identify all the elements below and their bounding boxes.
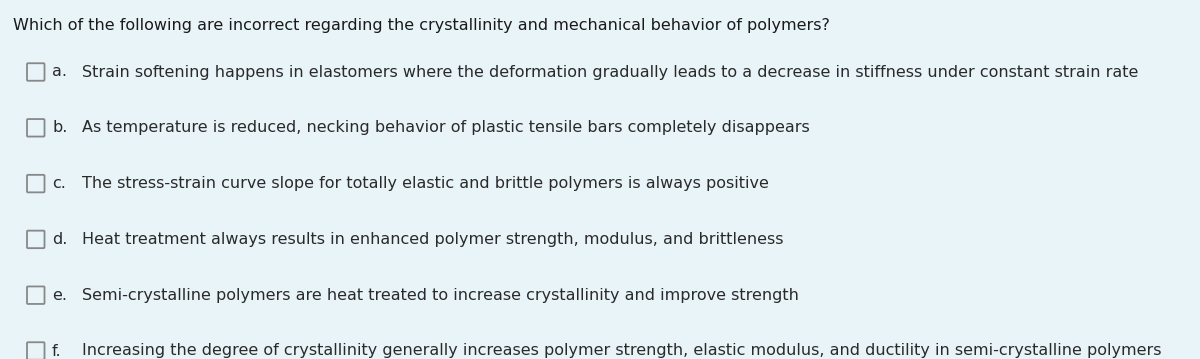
Text: d.: d. xyxy=(52,232,67,247)
Text: b.: b. xyxy=(52,120,67,135)
Text: The stress-strain curve slope for totally elastic and brittle polymers is always: The stress-strain curve slope for totall… xyxy=(82,176,769,191)
Text: e.: e. xyxy=(52,288,67,303)
Text: f.: f. xyxy=(52,344,61,359)
Text: Which of the following are incorrect regarding the crystallinity and mechanical : Which of the following are incorrect reg… xyxy=(13,18,830,33)
FancyBboxPatch shape xyxy=(28,342,44,359)
Text: Semi-crystalline polymers are heat treated to increase crystallinity and improve: Semi-crystalline polymers are heat treat… xyxy=(82,288,799,303)
FancyBboxPatch shape xyxy=(28,119,44,136)
Text: Heat treatment always results in enhanced polymer strength, modulus, and brittle: Heat treatment always results in enhance… xyxy=(82,232,784,247)
Text: As temperature is reduced, necking behavior of plastic tensile bars completely d: As temperature is reduced, necking behav… xyxy=(82,120,810,135)
Text: a.: a. xyxy=(52,65,67,79)
Text: Increasing the degree of crystallinity generally increases polymer strength, ela: Increasing the degree of crystallinity g… xyxy=(82,344,1162,359)
FancyBboxPatch shape xyxy=(28,63,44,81)
Text: Strain softening happens in elastomers where the deformation gradually leads to : Strain softening happens in elastomers w… xyxy=(82,65,1139,79)
FancyBboxPatch shape xyxy=(28,286,44,304)
FancyBboxPatch shape xyxy=(28,230,44,248)
Text: c.: c. xyxy=(52,176,66,191)
FancyBboxPatch shape xyxy=(28,175,44,192)
